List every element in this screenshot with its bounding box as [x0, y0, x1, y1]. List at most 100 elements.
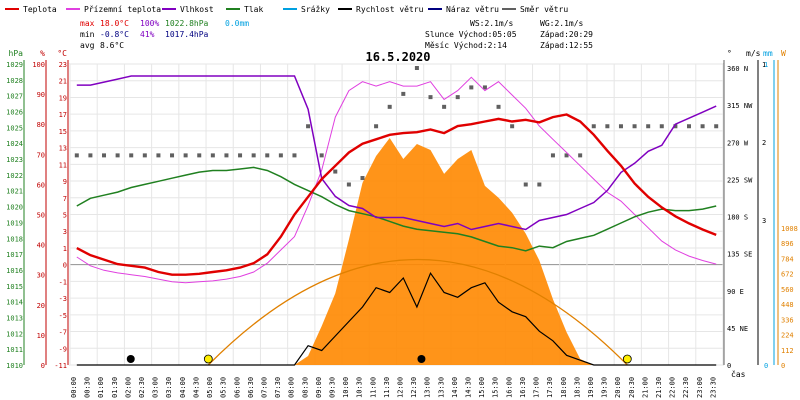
hpa-tick: 1011 — [6, 346, 23, 354]
stats-max-rain: 0.0mm — [225, 19, 249, 28]
x-tick: 02:00 — [124, 377, 132, 398]
stats-block: max 18.0°C 100% 1022.8hPa 0.0mm min -0.8… — [80, 19, 249, 50]
direction-tick: 270 W — [727, 139, 749, 147]
direction-dot — [714, 124, 719, 129]
solar-axis-label: W — [781, 49, 786, 58]
direction-dot — [482, 85, 487, 90]
x-tick: 02:30 — [138, 377, 146, 398]
x-axis-label: čas — [731, 369, 746, 379]
info-ws: WS:2.1m/s — [470, 19, 514, 28]
celsius-tick: -11 — [54, 362, 67, 370]
stats-max-press: 1022.8hPa — [165, 19, 209, 28]
hpa-tick: 1021 — [6, 188, 23, 196]
legend-label: Přízemní teplota — [84, 5, 161, 14]
x-tick: 13:30 — [437, 377, 445, 398]
solar-tick: 224 — [781, 332, 794, 340]
solar-tick: 672 — [781, 271, 794, 279]
percent-tick: 20 — [37, 302, 45, 310]
hpa-tick: 1015 — [6, 283, 23, 291]
stats-min-press: 1017.4hPa — [165, 30, 209, 39]
celsius-tick: 0 — [63, 262, 67, 270]
x-tick: 17:30 — [546, 377, 554, 398]
direction-tick: 0 — [727, 362, 731, 370]
direction-dot — [142, 153, 147, 158]
plot-area — [74, 66, 719, 366]
stats-min-temp: -0.8°C — [100, 30, 129, 39]
celsius-tick: 15 — [59, 128, 67, 136]
celsius-tick: -3 — [59, 295, 67, 303]
direction-dot — [442, 104, 447, 109]
legend: Teplota Přízemní teplota Vlhkost Tlak Srážky… — [5, 5, 568, 14]
celsius-tick: -1 — [59, 278, 67, 286]
direction-tick: 180 S — [727, 214, 748, 222]
stats-avg-label: avg — [80, 41, 95, 50]
x-tick: 14:30 — [465, 377, 473, 398]
hpa-tick: 1020 — [6, 204, 23, 212]
solar-tick: 336 — [781, 316, 794, 324]
info-sun: Slunce Východ:05:05 — [425, 30, 517, 39]
solar-tick: 0 — [781, 362, 785, 370]
hpa-tick: 1013 — [6, 314, 23, 322]
sun-arc — [207, 258, 628, 366]
direction-dot — [306, 124, 311, 129]
direction-dot — [455, 95, 460, 100]
direction-tick: 315 NW — [727, 102, 753, 110]
x-tick: 18:30 — [573, 377, 581, 398]
info-sun-set: Západ:20:29 — [540, 30, 593, 39]
hpa-tick: 1017 — [6, 251, 23, 259]
hpa-tick: 1024 — [6, 140, 23, 148]
direction-tick: 135 SE — [727, 251, 752, 259]
celsius-tick: 1 — [63, 245, 67, 253]
direction-dot — [224, 153, 229, 158]
x-tick: 01:00 — [97, 377, 105, 398]
direction-dot — [401, 91, 406, 96]
x-tick: 10:00 — [342, 377, 350, 398]
chart-title: 16.5.2020 — [365, 50, 430, 64]
info-moon-set: Západ:12:55 — [540, 41, 593, 50]
direction-dot — [374, 124, 379, 129]
celsius-tick: -5 — [59, 312, 67, 320]
direction-dot — [646, 124, 651, 129]
direction-dot — [659, 124, 664, 129]
percent-tick: 40 — [37, 242, 45, 250]
solar-tick: 896 — [781, 240, 794, 248]
direction-dot — [605, 124, 610, 129]
solar-tick: 1008 — [781, 225, 798, 233]
hpa-tick: 1018 — [6, 235, 23, 243]
series-line — [76, 166, 717, 252]
solar-tick: 560 — [781, 286, 794, 294]
direction-dot — [129, 153, 134, 158]
x-tick: 16:30 — [519, 377, 527, 398]
direction-dot — [564, 153, 569, 158]
hpa-tick: 1027 — [6, 93, 23, 101]
series-line — [76, 76, 717, 284]
x-tick: 06:00 — [233, 377, 241, 398]
x-tick: 04:00 — [179, 377, 187, 398]
direction-dot — [550, 153, 555, 158]
x-tick: 04:30 — [192, 377, 200, 398]
direction-dot — [428, 95, 433, 100]
rain-axis-label: mm — [763, 49, 773, 58]
direction-dot — [632, 124, 637, 129]
percent-tick: 100 — [32, 61, 45, 69]
sunset-marker — [622, 354, 632, 364]
hpa-tick: 1016 — [6, 267, 23, 275]
x-tick: 21:30 — [655, 377, 663, 398]
stats-avg-temp: 8.6°C — [100, 41, 124, 50]
x-tick: 22:00 — [669, 377, 677, 398]
x-tick: 10:30 — [356, 377, 364, 398]
hpa-tick: 1026 — [6, 109, 23, 117]
direction-tick: 45 NE — [727, 325, 748, 333]
percent-tick: 60 — [37, 181, 45, 189]
x-tick: 06:30 — [247, 377, 255, 398]
axes: hPa1029102810271026102510241023102210211… — [6, 49, 798, 370]
x-tick: 22:30 — [682, 377, 690, 398]
direction-dot — [292, 153, 297, 158]
x-tick: 15:00 — [478, 377, 486, 398]
percent-tick: 80 — [37, 121, 45, 129]
info-block: WS:2.1m/s WG:2.1m/s Slunce Východ:05:05 … — [425, 19, 593, 50]
legend-label: Srážky — [301, 5, 330, 14]
celsius-tick: 19 — [59, 94, 67, 102]
info-wg: WG:2.1m/s — [540, 19, 584, 28]
